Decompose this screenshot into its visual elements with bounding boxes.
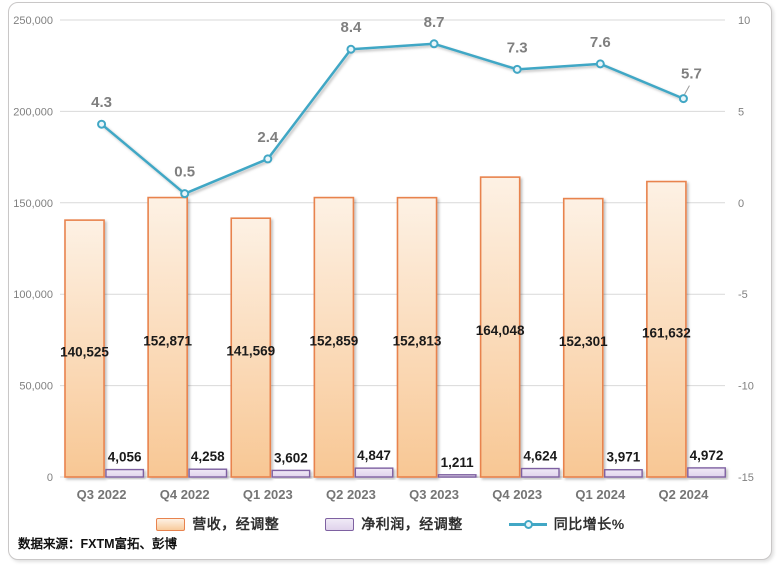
profit-bar — [105, 468, 145, 478]
legend-item-profit: 净利润，经调整 — [325, 514, 463, 534]
legend-item-growth: 同比增长% — [508, 514, 625, 534]
profit-value-label: 4,258 — [191, 449, 225, 464]
chart-frame — [8, 2, 772, 560]
revenue-bar — [64, 219, 105, 478]
x-axis-label: Q4 2022 — [160, 487, 210, 502]
revenue-value-label: 152,871 — [143, 333, 192, 348]
x-axis-label: Q2 2024 — [659, 487, 710, 502]
source-note: 数据来源：FXTM富拓、彭博 — [18, 537, 178, 551]
axis-labels: 0 50,000 100,000 150,000 200,000 250,000 -15 -1… — [13, 15, 754, 502]
growth-line — [100, 42, 684, 195]
legend-label-revenue: 营收，经调整 — [192, 516, 280, 532]
profit-value-label: 1,211 — [441, 455, 475, 470]
legend-item-revenue: 营收，经调整 — [156, 514, 279, 534]
x-axis-label: Q1 2023 — [243, 487, 293, 502]
growth-value-label: 0.5 — [174, 164, 195, 181]
growth-marker — [263, 154, 273, 164]
revenue-bar — [230, 217, 272, 478]
growth-value-label: 8.7 — [424, 14, 445, 31]
legend-label-growth: 同比增长% — [553, 516, 625, 532]
revenue-swatch-icon — [156, 517, 186, 531]
x-axis-label: Q2 2023 — [326, 487, 376, 502]
revenue-value-label: 164,048 — [476, 323, 525, 338]
left-axis-tick: 200,000 — [13, 106, 53, 118]
profit-value-label: 4,056 — [108, 450, 142, 465]
left-axis-tick: 50,000 — [19, 381, 53, 393]
right-axis-tick: -15 — [738, 472, 754, 484]
profit-bar — [604, 469, 643, 478]
revenue-bar — [396, 196, 438, 478]
growth-value-label: 4.3 — [91, 94, 112, 111]
revenue-bar — [646, 180, 687, 478]
profit-bar — [687, 467, 726, 478]
right-axis-tick: 5 — [738, 106, 744, 118]
profit-swatch-icon — [325, 517, 355, 531]
revenue-value-label: 152,301 — [559, 334, 608, 349]
right-axis-tick: -5 — [738, 289, 748, 301]
data-labels: 140,525 152,871 141,569 152,859 152,813 164,0… — [60, 14, 723, 470]
revenue-value-label: 152,813 — [393, 333, 442, 348]
profit-value-label: 3,971 — [607, 450, 641, 465]
revenue-value-label: 140,525 — [60, 345, 109, 360]
growth-line-swatch-icon — [508, 518, 547, 531]
revenue-value-label: 141,569 — [226, 344, 275, 359]
revenue-value-label: 161,632 — [642, 325, 691, 340]
x-axis-label: Q1 2024 — [575, 487, 626, 502]
growth-value-label: 5.7 — [681, 66, 702, 83]
profit-bar — [437, 474, 477, 478]
growth-marker — [512, 64, 522, 74]
growth-marker — [346, 44, 356, 54]
growth-value-label: 8.4 — [341, 19, 363, 36]
right-axis-tick: 10 — [738, 15, 750, 27]
left-axis-tick: 150,000 — [13, 198, 53, 210]
growth-value-label: 7.6 — [590, 34, 611, 51]
profit-value-label: 3,602 — [274, 450, 308, 465]
line-series — [97, 39, 690, 199]
chart-legend: 营收，经调整 净利润，经调整 同比增长% — [0, 511, 781, 537]
growth-marker — [678, 94, 688, 104]
bar-series — [64, 176, 726, 478]
x-axis-label: Q3 2022 — [77, 487, 127, 502]
x-axis-label: Q4 2023 — [492, 487, 542, 502]
legend-label-profit: 净利润，经调整 — [361, 516, 463, 532]
label-leader-line — [684, 85, 690, 95]
revenue-bar — [313, 196, 355, 478]
growth-marker — [97, 119, 107, 129]
profit-value-label: 4,972 — [690, 448, 724, 463]
right-axis-tick: 0 — [738, 198, 744, 210]
revenue-bar — [479, 176, 521, 478]
growth-marker — [429, 39, 439, 49]
left-axis-tick: 250,000 — [13, 15, 53, 27]
right-axis-tick: -10 — [738, 381, 754, 393]
left-axis-tick: 0 — [47, 472, 53, 484]
profit-bar — [520, 467, 560, 478]
revenue-value-label: 152,859 — [309, 333, 358, 348]
growth-marker — [180, 189, 190, 199]
growth-value-label: 2.4 — [257, 129, 279, 146]
revenue-bar — [147, 196, 188, 478]
profit-bar — [271, 469, 311, 478]
growth-marker — [595, 59, 605, 69]
profit-bar — [188, 468, 228, 478]
x-axis-label: Q3 2023 — [409, 487, 459, 502]
growth-value-label: 7.3 — [507, 39, 528, 56]
profit-bar — [354, 467, 394, 478]
left-axis-tick: 100,000 — [13, 289, 53, 301]
revenue-bar — [562, 197, 604, 478]
profit-value-label: 4,624 — [523, 449, 557, 464]
profit-value-label: 4,847 — [357, 448, 391, 463]
